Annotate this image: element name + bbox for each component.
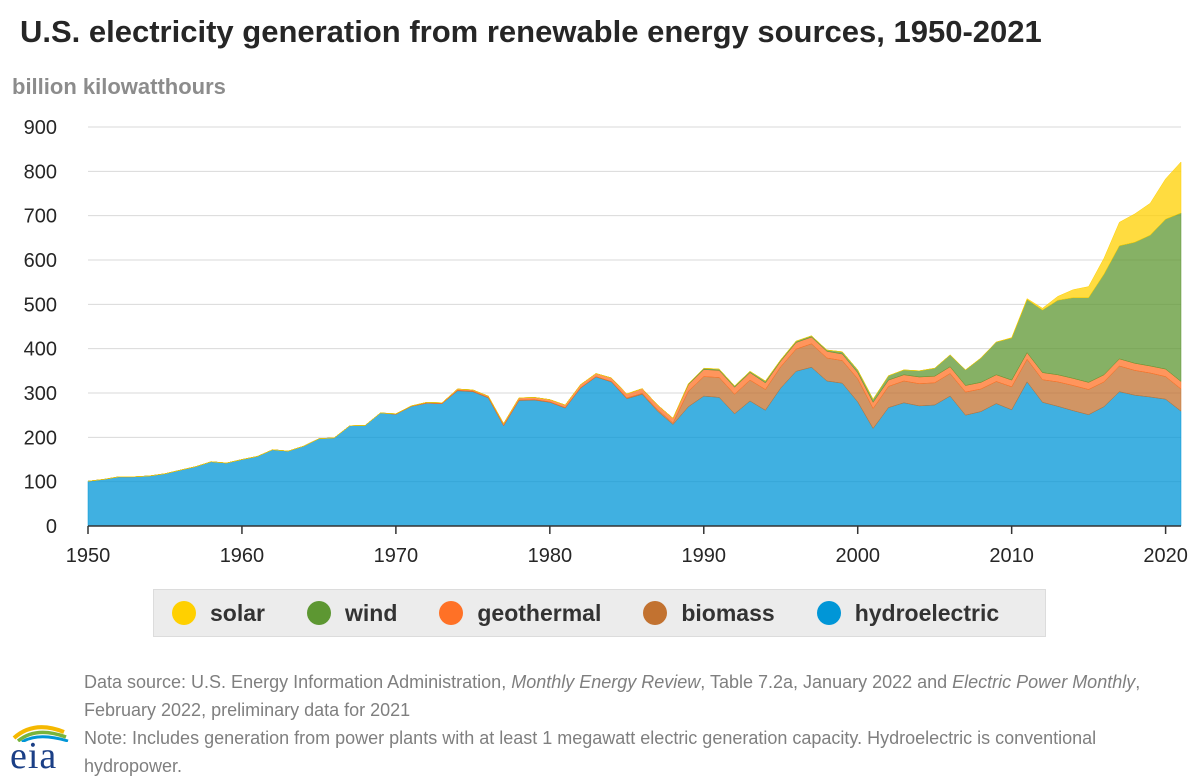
biomass-swatch-icon [643, 601, 668, 625]
y-tick-label: 500 [24, 294, 57, 316]
source-publication-2: Electric Power Monthly [952, 672, 1136, 692]
legend-label-wind: wind [344, 599, 398, 626]
stacked-area-chart: 0 100 200 300 400 500 600 700 800 900 1950 1960 1970… [24, 117, 1188, 567]
y-tick-label: 100 [24, 472, 57, 494]
x-tick-label: 1960 [220, 545, 265, 567]
legend-label-hydroelectric: hydroelectric [854, 599, 1000, 626]
data-source-note: Data source: U.S. Energy Information Adm… [84, 668, 1174, 724]
logo-swoosh-icon [12, 725, 69, 742]
y-tick-label: 300 [24, 383, 57, 405]
hydroelectric-swatch-icon [816, 601, 841, 625]
y-tick-label: 400 [24, 339, 57, 361]
solar-swatch-icon [172, 601, 196, 625]
series-area-solar [87, 161, 1182, 482]
source-suffix: , February 2022, preliminary data for 20… [84, 672, 1141, 720]
x-tick-label: 1980 [528, 545, 573, 567]
source-publication-1: Monthly Energy Review [511, 672, 701, 692]
x-tick-label: 1950 [66, 545, 111, 567]
legend-item-wind[interactable]: wind [306, 599, 398, 627]
y-tick-label: 200 [24, 427, 57, 449]
x-tick-label: 2010 [989, 545, 1034, 567]
y-tick-label: 900 [24, 117, 57, 139]
x-tick-label: 1990 [682, 545, 727, 567]
wind-swatch-icon [306, 601, 331, 625]
x-tick-label: 1970 [374, 545, 419, 567]
axes: 0 100 200 300 400 500 600 700 800 900 1950 1960 1970… [24, 117, 1188, 567]
legend-item-geothermal[interactable]: geothermal [439, 600, 601, 627]
legend-item-biomass[interactable]: biomass [643, 599, 775, 627]
y-axis-unit-label: billion kilowatthours [12, 74, 226, 99]
chart-title: U.S. electricity generation from renewab… [20, 14, 1042, 49]
x-tick-label: 2020 [1143, 545, 1188, 567]
eia-logo[interactable]: eia [8, 722, 72, 777]
y-tick-label: 700 [24, 206, 57, 228]
legend-label-geothermal: geothermal [477, 599, 602, 626]
geothermal-swatch-icon [439, 601, 464, 625]
legend-label-solar: solar [210, 599, 265, 626]
legend: solar wind geothermal biomass hydroelect… [153, 589, 1046, 637]
legend-label-biomass: biomass [681, 599, 775, 626]
y-tick-label: 0 [46, 516, 57, 538]
y-tick-label: 800 [24, 161, 57, 183]
legend-item-hydroelectric[interactable]: hydroelectric [816, 599, 1000, 627]
source-prefix: Data source: U.S. Energy Information Adm… [84, 672, 512, 692]
methodology-note: Note: Includes generation from power pla… [84, 728, 1097, 776]
y-tick-label: 600 [24, 250, 57, 272]
x-tick-label: 2000 [835, 545, 880, 567]
source-mid: , Table 7.2a, January 2022 and [700, 672, 953, 692]
series-areas [87, 161, 1182, 527]
legend-item-solar[interactable]: solar [172, 600, 265, 627]
logo-text: eia [10, 735, 58, 777]
